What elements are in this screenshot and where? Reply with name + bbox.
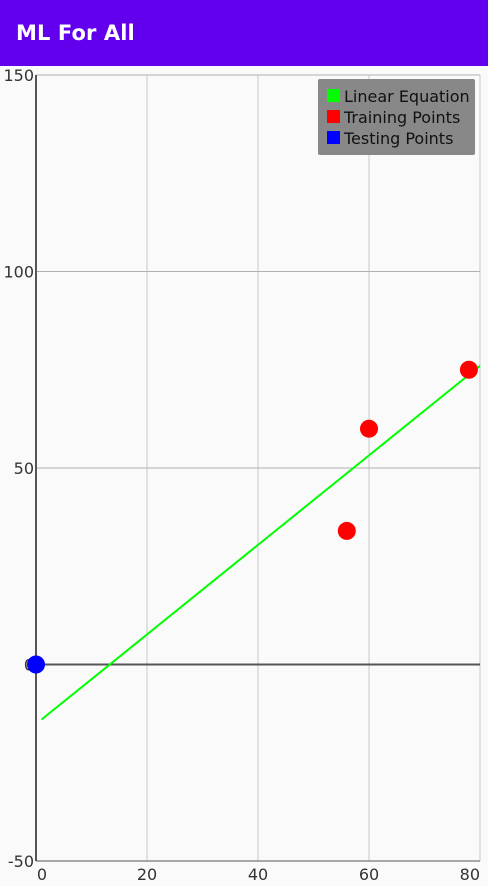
x-tick-label: 0 [37, 865, 47, 884]
legend-swatch [327, 89, 340, 102]
chart-area: -50050100150020406080 Linear EquationTra… [0, 66, 488, 886]
legend-swatch [327, 131, 340, 144]
y-tick-label: 50 [14, 459, 34, 478]
x-tick-label: 20 [137, 865, 157, 884]
legend: Linear Equation Training Points Testing Po… [318, 79, 475, 155]
legend-label: Training Points [343, 108, 460, 127]
training-point [459, 360, 478, 379]
app-title: ML For All [16, 21, 135, 45]
training-point [360, 419, 378, 438]
app-bar: ML For All [0, 0, 488, 66]
grid-layer [36, 74, 481, 862]
y-tick-label: 150 [3, 66, 34, 85]
linear-equation-line [40, 365, 481, 721]
scatter-chart: -50050100150020406080 Linear EquationTra… [3, 66, 481, 884]
x-tick-label: 80 [460, 865, 480, 884]
testing-point [27, 655, 45, 674]
legend-swatch [327, 110, 340, 123]
series-layer [27, 360, 481, 721]
legend-box [318, 79, 475, 155]
legend-label: Testing Points [343, 129, 453, 148]
x-tick-label: 40 [248, 865, 268, 884]
training-point [337, 521, 356, 540]
x-tick-label: 60 [359, 865, 379, 884]
tick-layer: -50050100150020406080 [3, 66, 480, 884]
legend-label: Linear Equation [344, 87, 470, 106]
y-tick-label: 100 [3, 263, 34, 282]
y-tick-label: -50 [8, 852, 34, 871]
